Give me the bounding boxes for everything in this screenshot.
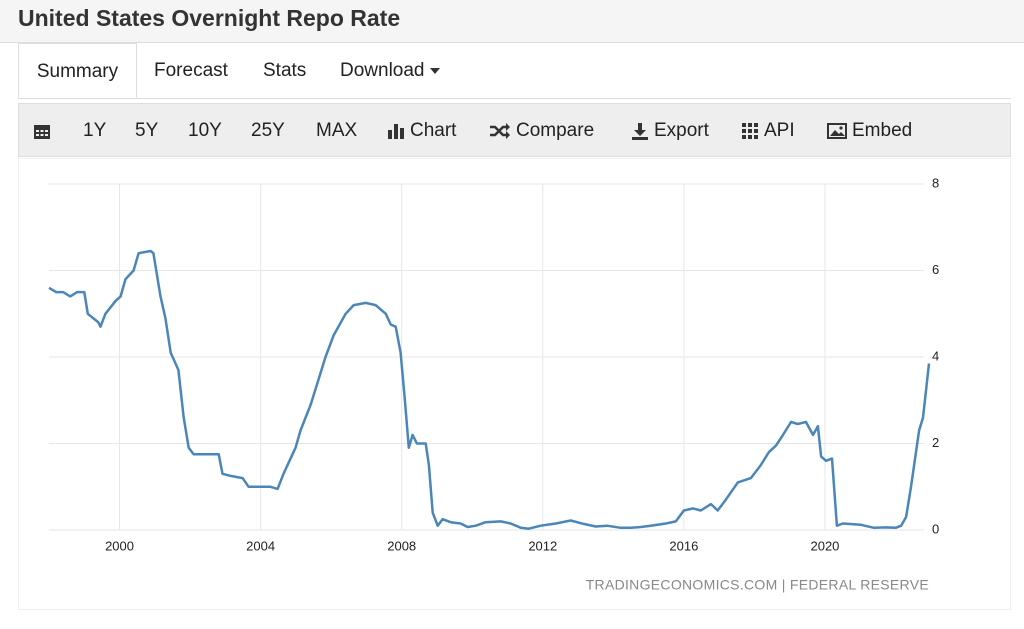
embed-button[interactable]: Embed (827, 104, 912, 158)
export-button[interactable]: Export (631, 104, 709, 158)
bar-icon (388, 123, 404, 139)
x-tick-label: 2004 (246, 538, 275, 553)
tab[interactable]: Download (340, 43, 440, 98)
calendar-button[interactable] (33, 104, 56, 158)
compare-button[interactable]: Compare (489, 104, 594, 158)
x-tick-label: 2016 (669, 538, 698, 553)
tab[interactable]: Stats (263, 60, 307, 81)
label: API (764, 120, 795, 141)
grid-icon (742, 122, 758, 139)
label: Embed (852, 120, 913, 141)
title-bar: United States Overnight Repo Rate (0, 0, 1024, 43)
tab-bar: Summary Forecast Stats Download (18, 43, 1011, 99)
x-tick-label: 2008 (387, 538, 416, 553)
tab[interactable]: Summary (18, 43, 137, 98)
y-tick-label: 6 (932, 262, 939, 277)
x-tick-label: 2020 (810, 538, 839, 553)
data-line (48, 249, 931, 530)
range-button[interactable]: 25Y (251, 120, 285, 141)
chart: 2020 2016 2012 2008 2004 2000 8 6 4 2 0 TRADINGECO… (18, 158, 1011, 610)
tab-label: Download (340, 60, 425, 81)
label: Export (654, 120, 709, 141)
toolbar: 1Y 5Y 10Y 25Y MAX Chart Compare Export A… (18, 103, 1011, 157)
y-tick-label: 0 (932, 521, 939, 536)
image-icon (827, 122, 847, 139)
range-button[interactable]: MAX (316, 120, 358, 141)
y-tick-label: 4 (932, 348, 939, 363)
tab[interactable]: Forecast (154, 60, 228, 81)
calendar-icon (34, 124, 50, 139)
y-tick-label: 8 (932, 175, 939, 190)
range-button[interactable]: 1Y (83, 120, 107, 141)
page-title: United States Overnight Repo Rate (18, 5, 401, 31)
range-button[interactable]: 10Y (188, 120, 222, 141)
caret (429, 67, 440, 74)
x-tick-label: 2012 (528, 538, 557, 553)
source: TRADINGECONOMICS.COM | FEDERAL RESERVE (586, 577, 929, 593)
y-tick-label: 2 (932, 435, 939, 450)
shuffle-icon (490, 122, 510, 139)
label: Compare (516, 120, 595, 141)
api-button[interactable]: API (741, 104, 795, 158)
x-tick-label: 2000 (105, 538, 134, 553)
label: Chart (410, 120, 457, 141)
chart-button[interactable]: Chart (387, 104, 456, 158)
download-icon (632, 122, 648, 140)
range-button[interactable]: 5Y (135, 120, 159, 141)
